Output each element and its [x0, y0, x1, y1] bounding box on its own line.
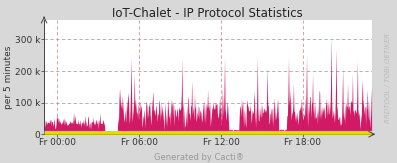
Text: RRDTOOL / TOBI OETIKER: RRDTOOL / TOBI OETIKER: [385, 33, 391, 123]
Text: Generated by Cacti®: Generated by Cacti®: [154, 153, 243, 162]
Y-axis label: per 5 minutes: per 5 minutes: [4, 46, 13, 109]
Title: IoT-Chalet - IP Protocol Statistics: IoT-Chalet - IP Protocol Statistics: [112, 7, 303, 20]
